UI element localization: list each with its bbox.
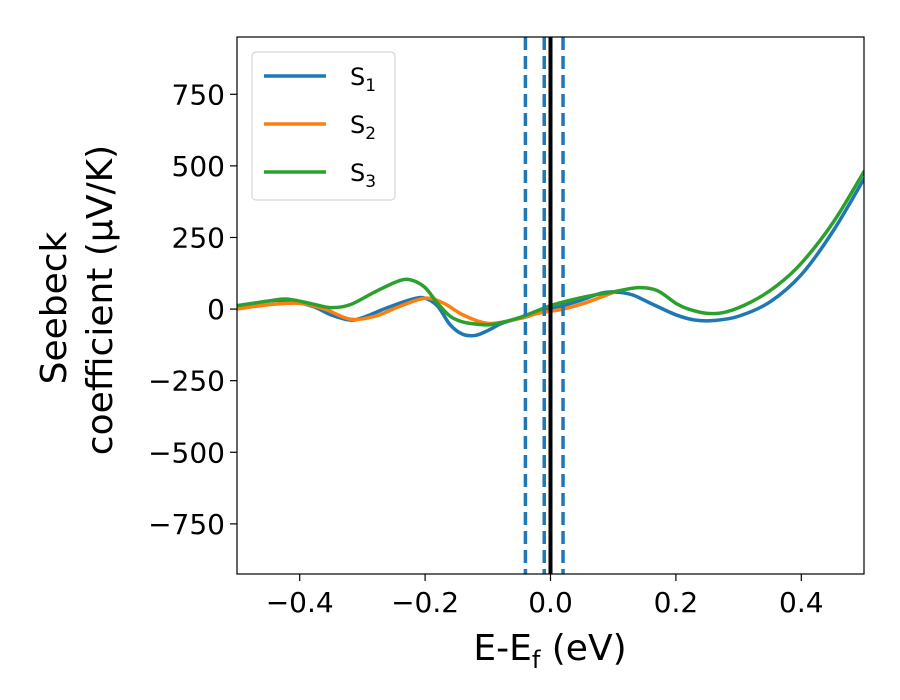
x-axis-title: E-Ef (eV)	[473, 628, 626, 674]
legend-label-s2: S2	[350, 111, 376, 144]
x-tick-label: −0.2	[391, 586, 459, 619]
legend-label-s3: S3	[350, 159, 376, 192]
series-line-s3	[237, 169, 864, 327]
y-axis-title: Seebeck coefficient (μV/K)	[34, 145, 121, 455]
y-tick-label: −750	[148, 508, 225, 541]
y-axis-title-line1: Seebeck	[34, 231, 75, 384]
x-axis: −0.4 −0.2 0.0 0.2 0.4	[266, 574, 824, 619]
x-tick-label: 0.4	[779, 586, 824, 619]
y-tick-label: −500	[148, 436, 225, 469]
y-axis-title-line2: coefficient (μV/K)	[80, 145, 121, 455]
data-layer	[237, 37, 864, 574]
y-tick-label: 0	[207, 293, 225, 326]
x-tick-label: 0.0	[528, 586, 573, 619]
y-tick-label: 500	[172, 150, 225, 183]
x-tick-label: 0.2	[654, 586, 699, 619]
y-tick-label: 750	[172, 78, 225, 111]
legend-label-s1: S1	[350, 63, 376, 96]
legend: S1 S2 S3	[251, 51, 396, 201]
y-axis: −750 −500 −250 0 250 500 750	[148, 78, 237, 541]
y-tick-label: −250	[148, 365, 225, 398]
y-tick-label: 250	[172, 221, 225, 254]
x-tick-label: −0.4	[266, 586, 334, 619]
legend-frame	[251, 51, 396, 201]
